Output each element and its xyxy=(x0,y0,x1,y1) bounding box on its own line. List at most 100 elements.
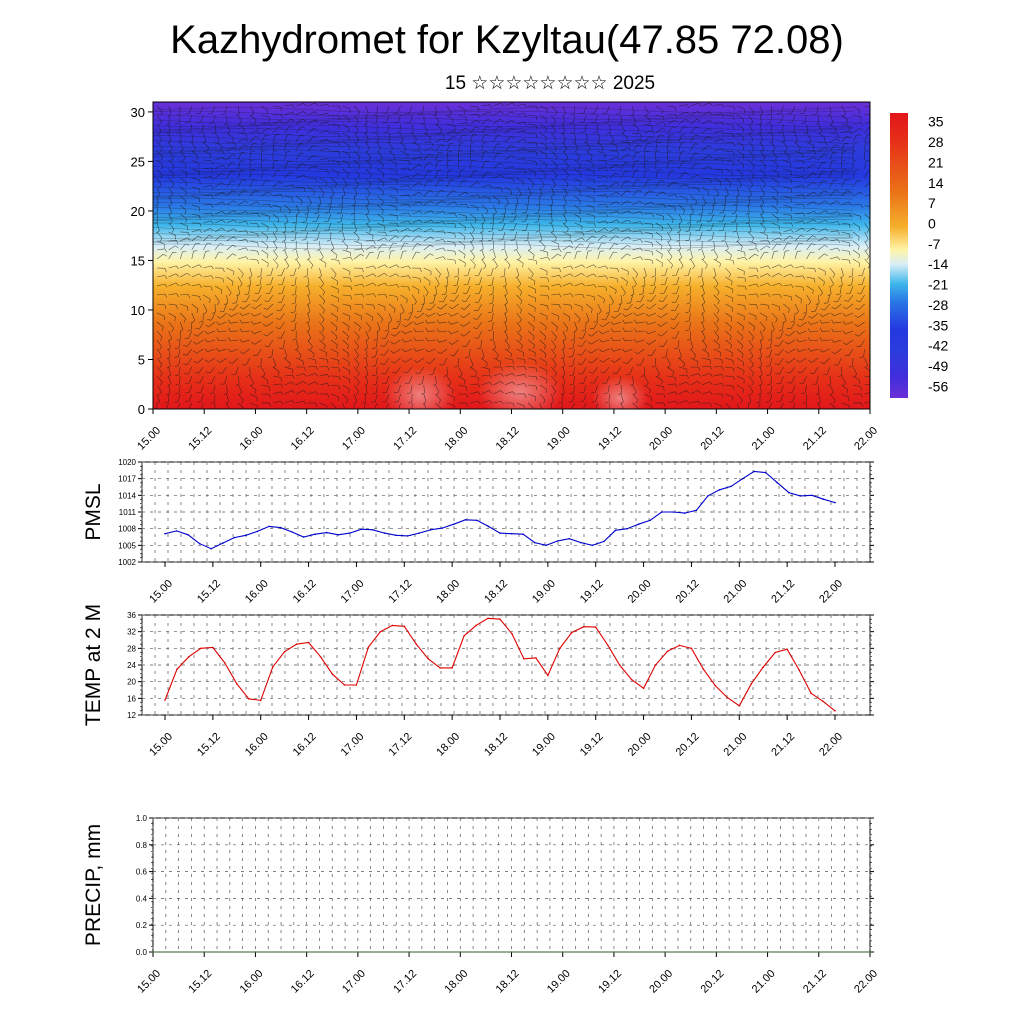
precip-point xyxy=(869,951,871,953)
temp-point xyxy=(439,667,442,669)
temp-xtick-label: 17.12 xyxy=(386,731,414,759)
pmsl-point xyxy=(822,498,825,501)
pmsl-point xyxy=(499,532,501,534)
temp-point xyxy=(188,655,190,658)
pmsl-point xyxy=(349,532,351,534)
precip-xtick-label: 16.00 xyxy=(238,968,266,996)
temp-point xyxy=(307,641,310,644)
precip-xtick-label: 20.00 xyxy=(647,968,675,996)
precip-panel: PRECIP, mm 0.0 0.2 0.4 0.6 0.8 1.0 15.00 15.12 1… xyxy=(82,814,880,996)
pmsl-point xyxy=(222,542,224,544)
temp-point xyxy=(415,643,418,645)
temp-point xyxy=(367,646,370,648)
precip-xtick-label: 21.00 xyxy=(750,968,778,996)
temp-ylabel: TEMP at 2 M xyxy=(82,604,105,726)
temp-point xyxy=(271,666,274,668)
pmsl-xtick-label: 17.00 xyxy=(339,578,367,606)
precip-xtick-label: 20.12 xyxy=(699,968,727,996)
pmsl-xtick-label: 20.00 xyxy=(626,578,654,606)
temp-point xyxy=(319,655,322,658)
pmsl-point xyxy=(718,489,721,491)
temp-point xyxy=(236,683,238,685)
temp-point xyxy=(487,617,489,620)
temp-xtick-label: 16.12 xyxy=(291,731,319,759)
colorbar-label: -14 xyxy=(928,256,948,272)
pmsl-xtick-label: 20.12 xyxy=(674,578,702,606)
temp-xtick-label: 19.12 xyxy=(578,731,606,759)
colorbar-label: -56 xyxy=(928,378,948,394)
pmsl-ytick-label: 1011 xyxy=(119,508,137,517)
temp-point xyxy=(654,664,657,666)
pmsl-point xyxy=(741,477,744,480)
pmsl-point xyxy=(672,511,675,513)
pmsl-point xyxy=(268,525,270,528)
page-title: Kazhydromet for Kzyltau(47.85 72.08) xyxy=(170,18,844,62)
temp-point xyxy=(248,698,250,700)
temp-point xyxy=(379,630,382,633)
precip-ytick-label: 0.6 xyxy=(136,868,148,877)
temp-ytick-label: 32 xyxy=(127,628,136,637)
temp-point xyxy=(642,687,645,690)
temp-point xyxy=(343,684,346,686)
temp-point xyxy=(283,650,286,653)
cs-xtick-label: 18.12 xyxy=(494,425,522,453)
temp-ytick-label: 12 xyxy=(127,711,136,720)
pmsl-point xyxy=(799,495,802,497)
pmsl-ytick-label: 1002 xyxy=(118,558,136,567)
pmsl-point xyxy=(614,529,617,532)
cs-xtick-label: 19.00 xyxy=(545,425,573,453)
pmsl-point xyxy=(198,542,201,545)
pmsl-point xyxy=(279,526,282,529)
pmsl-ytick-label: 1020 xyxy=(118,458,136,467)
pmsl-xtick-label: 16.12 xyxy=(291,578,319,606)
temp-point xyxy=(583,625,585,628)
pmsl-xtick-label: 15.00 xyxy=(147,578,175,606)
precip-point xyxy=(408,951,410,953)
colorbar-label: 21 xyxy=(928,154,944,170)
temp-point xyxy=(463,635,465,637)
temp-point xyxy=(475,624,477,627)
temp-point xyxy=(403,625,406,628)
contour-lines xyxy=(153,107,854,250)
temp-point xyxy=(702,668,705,670)
temp-xtick-label: 21.12 xyxy=(769,731,797,759)
cs-xtick-label: 18.00 xyxy=(442,425,470,453)
temp-point xyxy=(200,647,202,650)
precip-xtick-label: 19.12 xyxy=(596,968,624,996)
temp-series-line xyxy=(164,617,836,712)
pmsl-xtick-label: 21.12 xyxy=(769,578,797,606)
temp-xtick-label: 21.00 xyxy=(721,731,749,759)
cs-ytick-label: 10 xyxy=(131,303,145,318)
cs-ytick-label: 0 xyxy=(138,402,145,417)
precip-point xyxy=(305,951,308,953)
temp-ytick-label: 16 xyxy=(127,694,136,703)
colorbar-ramp xyxy=(890,113,908,398)
precip-point xyxy=(152,951,154,953)
precip-xtick-label: 18.12 xyxy=(494,968,522,996)
pmsl-point xyxy=(730,485,732,488)
pmsl-point xyxy=(533,541,536,544)
pmsl-point xyxy=(522,533,524,535)
pmsl-xtick-label: 19.12 xyxy=(578,578,606,606)
colorbar-label: -42 xyxy=(928,338,948,354)
cs-xtick-label: 16.00 xyxy=(238,425,266,453)
temp-ytick-label: 24 xyxy=(127,661,136,670)
temp-ytick-label: 36 xyxy=(127,611,136,620)
precip-ytick-label: 0.0 xyxy=(136,948,148,957)
pmsl-point xyxy=(429,529,432,531)
temp-xtick-label: 20.12 xyxy=(674,731,702,759)
pmsl-point xyxy=(834,501,836,504)
cs-ytick-label: 30 xyxy=(131,105,145,120)
temp-point xyxy=(798,669,800,671)
colorbar-label: -28 xyxy=(928,297,948,313)
warm-core-1 xyxy=(384,367,456,409)
temp-point xyxy=(630,678,633,681)
pmsl-xtick-label: 16.00 xyxy=(243,578,271,606)
pmsl-point xyxy=(291,531,293,533)
precip-xtick-label: 17.00 xyxy=(340,968,368,996)
temp-xtick-label: 22.00 xyxy=(817,731,845,759)
pmsl-point xyxy=(395,534,397,537)
temp-point xyxy=(786,648,788,650)
pmsl-ytick-label: 1005 xyxy=(118,541,136,550)
